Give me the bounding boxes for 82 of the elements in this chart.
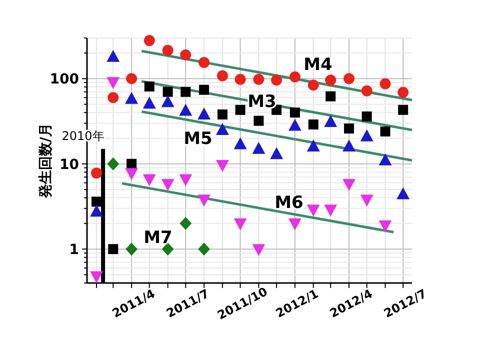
annotation: M5 <box>184 129 212 149</box>
y-tick-label: 1 <box>69 242 79 258</box>
point <box>126 242 138 256</box>
point <box>162 86 173 97</box>
point <box>253 74 264 85</box>
point <box>142 96 156 109</box>
point <box>125 92 138 104</box>
point <box>234 137 247 150</box>
point <box>180 86 191 97</box>
point <box>216 160 229 172</box>
point <box>198 194 211 207</box>
annotation: M4 <box>304 55 333 75</box>
point <box>344 73 355 84</box>
point <box>90 204 104 217</box>
point <box>180 216 192 230</box>
y-tick-label: 100 <box>50 72 80 88</box>
point <box>234 74 246 85</box>
point <box>342 179 356 192</box>
point <box>126 158 137 169</box>
point <box>198 56 210 68</box>
point <box>306 204 320 217</box>
point <box>344 124 354 134</box>
point <box>217 109 228 120</box>
point <box>288 218 302 230</box>
point <box>362 111 372 122</box>
annotation: M6 <box>274 193 304 213</box>
point <box>216 122 229 135</box>
point <box>198 242 210 256</box>
point <box>361 85 372 96</box>
point <box>161 179 174 192</box>
point <box>308 80 319 91</box>
point <box>271 74 282 86</box>
point <box>125 168 138 180</box>
point <box>142 174 156 186</box>
point <box>398 104 408 115</box>
point <box>162 44 174 56</box>
point <box>290 108 300 118</box>
point <box>252 244 266 256</box>
point <box>252 142 266 154</box>
point <box>179 104 192 116</box>
point <box>107 157 120 170</box>
point <box>288 118 302 131</box>
point <box>90 271 104 284</box>
point <box>179 174 192 186</box>
point <box>396 187 410 200</box>
point <box>326 91 336 102</box>
point <box>270 147 284 160</box>
point <box>308 119 318 130</box>
point <box>306 139 320 152</box>
point <box>180 49 192 60</box>
point <box>106 50 120 62</box>
point <box>144 81 154 92</box>
point <box>398 86 409 98</box>
point <box>108 244 118 254</box>
point <box>126 73 138 84</box>
point <box>324 204 338 217</box>
point <box>360 194 374 207</box>
point <box>162 242 174 256</box>
point <box>199 84 210 95</box>
point <box>235 104 246 115</box>
point <box>91 168 102 179</box>
point <box>378 153 392 166</box>
point <box>380 78 391 90</box>
point <box>161 95 174 108</box>
point <box>325 74 336 86</box>
point <box>144 35 155 46</box>
point <box>289 71 300 82</box>
point <box>254 116 264 126</box>
point <box>106 77 120 90</box>
annotation: M7 <box>144 228 172 248</box>
point <box>360 129 374 142</box>
point <box>108 92 119 104</box>
point <box>380 126 390 136</box>
point <box>216 70 228 82</box>
point <box>342 139 356 152</box>
point <box>378 220 392 232</box>
point <box>92 196 102 207</box>
y-tick-label: 10 <box>60 156 80 173</box>
point <box>234 218 247 230</box>
point <box>324 115 338 127</box>
y-axis-title: 発生回数/月 <box>38 122 54 200</box>
point <box>198 107 211 120</box>
